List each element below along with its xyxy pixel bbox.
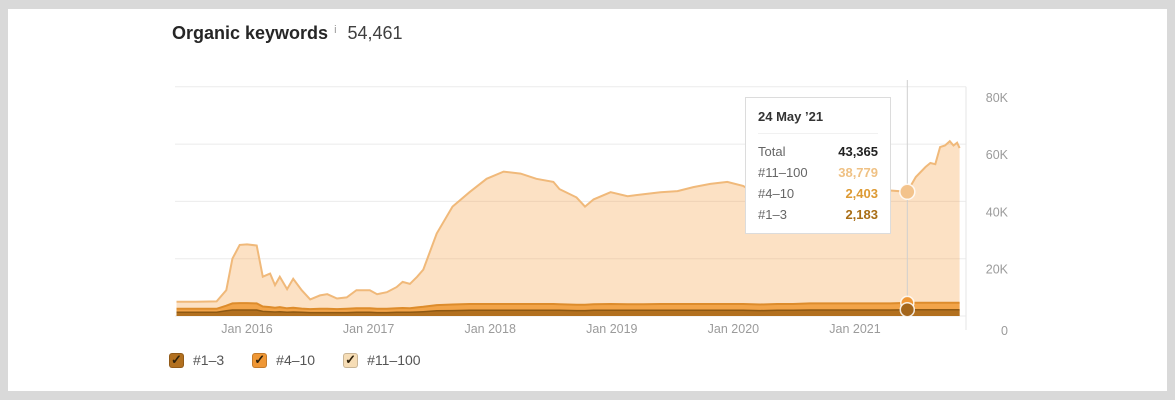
legend-label-4-10: #4–10 (276, 352, 316, 368)
chart-tooltip: 24 May ’21 Total 43,365 #11–100 38,779 #… (745, 97, 891, 234)
y-axis-label: 60K (986, 148, 1009, 162)
area-11-100 (176, 141, 960, 316)
tooltip-label: #4–10 (758, 186, 795, 201)
tooltip-row-1-3: #1–3 2,183 (758, 204, 878, 225)
legend-item-11-100[interactable]: ✓ #11–100 (343, 351, 421, 368)
x-axis-label: Jan 2018 (464, 322, 515, 336)
legend-item-4-10[interactable]: ✓ #4–10 (252, 352, 315, 368)
tooltip-value: 43,365 (838, 144, 878, 159)
tooltip-label: #1–3 (758, 207, 787, 222)
x-axis-label: Jan 2017 (343, 322, 394, 336)
tooltip-value: 2,403 (845, 186, 878, 201)
y-axis-label: 20K (986, 263, 1009, 277)
organic-keywords-card (8, 9, 1167, 391)
x-axis-label: Jan 2016 (221, 322, 272, 336)
legend-item-1-3[interactable]: ✓ #1–3 (169, 352, 224, 368)
checkbox-4-10-checked[interactable]: ✓ (252, 351, 268, 368)
checkmark-icon: ✓ (171, 351, 182, 367)
legend-label-11-100: #11–100 (367, 352, 421, 368)
tooltip-label: Total (758, 144, 786, 159)
marker-dot-11-100 (899, 183, 916, 201)
organic-keywords-count: 54,461 (347, 23, 403, 43)
tooltip-row-11-100: #11–100 38,779 (758, 162, 878, 183)
tooltip-row-4-10: #4–10 2,403 (758, 183, 878, 204)
checkmark-icon: ✓ (345, 351, 357, 367)
checkbox-11-100-checked[interactable]: ✓ (343, 351, 359, 368)
tooltip-date: 24 May ’21 (758, 109, 878, 134)
tooltip-row-total: Total 43,365 (758, 141, 878, 162)
marker-dot-1-3 (899, 301, 916, 318)
legend-label-1-3: #1–3 (193, 352, 225, 368)
checkbox-1-3-checked[interactable]: ✓ (169, 351, 184, 368)
y-axis-label: 80K (986, 91, 1009, 105)
x-axis-label: Jan 2019 (586, 322, 637, 336)
x-axis-label: Jan 2020 (708, 322, 759, 336)
tooltip-value: 2,183 (845, 207, 878, 222)
line-4-10 (176, 301, 960, 311)
y-axis-label: 40K (986, 205, 1009, 219)
x-axis-label: Jan 2021 (829, 322, 880, 336)
tooltip-value: 38,779 (838, 165, 878, 180)
page-title: Organic keywords (172, 23, 329, 43)
legend: ✓ #1–3 ✓ #4–10 ✓ #11–100 (169, 352, 449, 368)
checkmark-icon: ✓ (254, 351, 266, 367)
tooltip-label: #11–100 (758, 165, 808, 180)
info-icon[interactable]: i (334, 24, 337, 36)
line-1-3 (176, 308, 960, 314)
y-axis-label: 0 (1001, 324, 1008, 338)
card-header: Organic keywords i 54,461 (172, 23, 403, 44)
